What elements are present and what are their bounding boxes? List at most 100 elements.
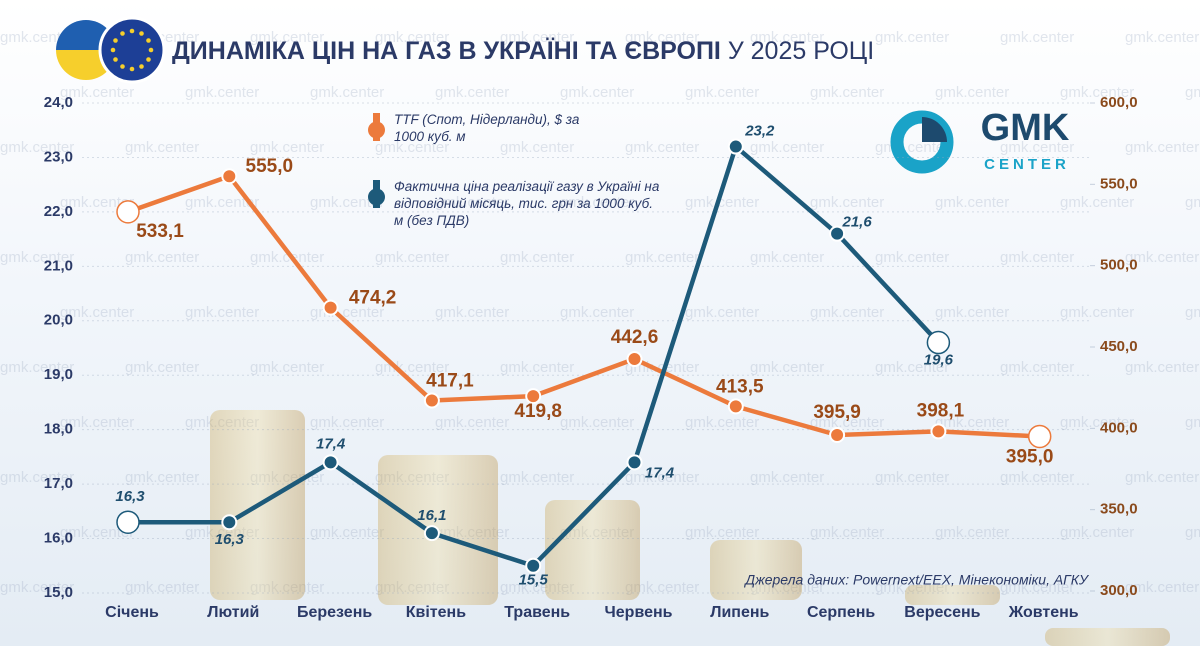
legend-entry: Фактична ціна реалізації газу в Україні … xyxy=(394,179,660,228)
y-tick-label: 16,0 xyxy=(44,530,73,547)
watermark: gmk.center xyxy=(875,29,949,46)
watermark: gmk.center xyxy=(500,359,574,376)
x-tick-label: Травень xyxy=(504,604,570,621)
watermark: gmk.center xyxy=(250,139,324,156)
x-tick-label: Вересень xyxy=(904,604,980,621)
data-label: 419,8 xyxy=(514,401,562,422)
watermark: gmk.center xyxy=(185,304,259,321)
watermark: gmk.center xyxy=(750,359,824,376)
y2-tick-label: 500,0 xyxy=(1100,257,1138,274)
watermark: gmk.center xyxy=(125,249,199,266)
watermark: gmk.center xyxy=(810,414,884,431)
title-year: У 2025 РОЦІ xyxy=(728,37,874,65)
data-label: 417,1 xyxy=(426,371,474,392)
watermark: gmk.center xyxy=(250,359,324,376)
data-point xyxy=(727,398,744,415)
y2-tick-label: 400,0 xyxy=(1100,419,1138,436)
data-point xyxy=(116,200,140,224)
legend-entry: TTF (Спот, Нідерланди), $ за 1000 куб. м xyxy=(394,112,580,144)
source-note: Джерела даних: Powernext/EEX, Мінекономі… xyxy=(743,572,1090,588)
data-point xyxy=(626,351,643,368)
watermark: gmk.center xyxy=(1060,84,1134,101)
watermark: gmk.center xyxy=(875,359,949,376)
watermark: gmk.center xyxy=(560,304,634,321)
data-label: 533,1 xyxy=(136,221,184,242)
watermark: gmk.center xyxy=(500,469,574,486)
watermark: gmk.center xyxy=(685,414,759,431)
logo-name: GMK xyxy=(981,107,1070,149)
data-point xyxy=(221,168,238,185)
y2-tick-label: 300,0 xyxy=(1100,582,1138,599)
y2-tick-label: 450,0 xyxy=(1100,338,1138,355)
watermark: gmk.center xyxy=(1060,524,1134,541)
watermark: gmk.center xyxy=(1000,579,1074,596)
watermark: gmk.center xyxy=(125,579,199,596)
watermark: gmk.center xyxy=(1000,249,1074,266)
watermark: gmk.center xyxy=(1125,249,1199,266)
data-label: 17,4 xyxy=(645,464,675,481)
y-tick-label: 20,0 xyxy=(44,312,73,329)
watermark: gmk.center xyxy=(560,194,634,211)
watermark: gmk.center xyxy=(435,304,509,321)
watermark: gmk.center xyxy=(60,414,134,431)
watermark: gmk.center xyxy=(625,29,699,46)
watermark: gmk.center xyxy=(935,84,1009,101)
watermark: gmk.center xyxy=(1185,414,1200,431)
watermark: gmk.center xyxy=(935,304,1009,321)
data-point xyxy=(727,138,744,155)
data-point xyxy=(322,454,339,471)
watermark: gmk.center xyxy=(0,579,74,596)
watermark: gmk.center xyxy=(310,414,384,431)
data-label: 555,0 xyxy=(246,156,294,177)
watermark: gmk.center xyxy=(810,194,884,211)
data-label: 19,6 xyxy=(924,352,954,369)
data-point xyxy=(525,557,542,574)
y-tick-label: 23,0 xyxy=(44,148,73,165)
data-label: 395,0 xyxy=(1006,446,1054,467)
watermark: gmk.center xyxy=(935,194,1009,211)
watermark: gmk.center xyxy=(1000,359,1074,376)
x-tick-label: Жовтень xyxy=(1008,604,1079,621)
data-label: 15,5 xyxy=(519,572,549,589)
data-point xyxy=(116,510,140,534)
watermark: gmk.center xyxy=(1125,579,1199,596)
watermark: gmk.center xyxy=(935,524,1009,541)
data-point xyxy=(626,454,643,471)
x-tick-label: Червень xyxy=(605,604,673,621)
watermark: gmk.center xyxy=(810,524,884,541)
watermark: gmk.center xyxy=(625,249,699,266)
chart-title: ДИНАМІКА ЦІН НА ГАЗ В УКРАЇНІ ТА ЄВРОПІ … xyxy=(172,37,874,65)
data-label: 398,1 xyxy=(917,400,965,421)
watermark: gmk.center xyxy=(1060,194,1134,211)
watermark: gmk.center xyxy=(250,29,324,46)
logo: GMK CENTER xyxy=(890,107,1070,174)
watermark: gmk.center xyxy=(1125,29,1199,46)
data-point xyxy=(423,525,440,542)
watermark: gmk.center xyxy=(685,194,759,211)
data-point xyxy=(525,388,542,405)
watermark: gmk.center xyxy=(500,249,574,266)
data-point xyxy=(322,299,339,316)
y2-tick-label: 600,0 xyxy=(1100,94,1138,111)
watermark: gmk.center xyxy=(0,359,74,376)
data-label: 442,6 xyxy=(611,327,659,348)
watermark: gmk.center xyxy=(500,29,574,46)
y2-tick-label: 350,0 xyxy=(1100,501,1138,518)
y-tick-label: 17,0 xyxy=(44,475,73,492)
watermark: gmk.center xyxy=(875,469,949,486)
data-point xyxy=(829,427,846,444)
x-tick-label: Серпень xyxy=(807,604,875,621)
y-tick-label: 18,0 xyxy=(44,421,73,438)
logo-tagline: CENTER xyxy=(984,156,1070,173)
watermark: gmk.center xyxy=(1125,469,1199,486)
data-label: 413,5 xyxy=(716,376,764,397)
watermark: gmk.center xyxy=(685,524,759,541)
data-label: 16,3 xyxy=(215,531,245,548)
legend-marker xyxy=(368,188,385,206)
watermark: gmk.center xyxy=(1185,194,1200,211)
series-line xyxy=(127,173,1040,439)
watermark: gmk.center xyxy=(935,414,1009,431)
watermark: gmk.center xyxy=(375,139,449,156)
watermark: gmk.center xyxy=(435,84,509,101)
